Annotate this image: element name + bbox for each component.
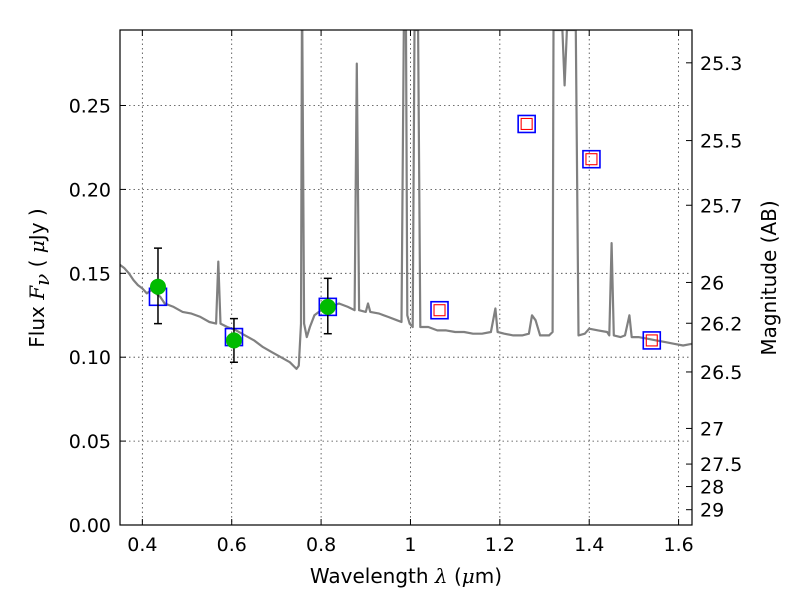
y-axis-open-paren: ( <box>25 260 49 268</box>
x-axis-title: Wavelength λ (μm) <box>310 564 502 588</box>
observed-flux-point <box>225 332 242 349</box>
y-axis-close-paren: ) <box>25 208 49 216</box>
y-axis-word: Flux <box>25 306 49 348</box>
tick-layer: 0.4 0.6 0.8 1 1.2 1.4 1.6 0.00 0.05 0.10 0.15 0.20 0… <box>69 30 742 556</box>
y-tick-label: 0.20 <box>69 179 111 201</box>
model-photometry-box <box>517 114 536 134</box>
upper-limit-box <box>520 117 533 131</box>
y-tick-label: 0.00 <box>69 515 111 537</box>
y2-tick-label: 25.7 <box>700 195 742 217</box>
y2-tick-label: 26.5 <box>700 362 742 384</box>
upper-limit-box <box>433 304 446 317</box>
x-axis-mu: μ <box>462 564 475 588</box>
y-tick-label: 0.25 <box>69 96 111 118</box>
marker-layer <box>148 114 662 363</box>
y-axis-mu: μ <box>25 240 49 253</box>
y-tick-label: 0.10 <box>69 347 111 369</box>
spectrum-line <box>120 30 692 370</box>
x-axis-paren: ( <box>454 564 462 588</box>
y-axis-nu: ν <box>30 274 54 286</box>
observed-flux-point <box>319 298 336 315</box>
upper-limit-box <box>585 153 598 166</box>
series-layer <box>120 30 692 370</box>
x-tick-label: 0.4 <box>127 534 157 556</box>
x-axis-unit: m) <box>475 564 502 588</box>
y2-tick-label: 26 <box>700 272 724 294</box>
y2-tick-label: 27.5 <box>700 454 742 476</box>
upper-limit-box <box>645 334 658 347</box>
x-tick-label: 1.6 <box>663 534 693 556</box>
y2-tick-label: 27 <box>700 418 724 440</box>
x-tick-label: 0.8 <box>306 534 336 556</box>
model-photometry-box <box>642 331 662 350</box>
y2-tick-label: 28 <box>700 477 724 499</box>
x-axis-word: Wavelength <box>310 564 429 588</box>
y2-tick-label: 29 <box>700 500 724 522</box>
grid-lines <box>120 30 692 526</box>
y2-axis-title: Magnitude (AB) <box>757 200 781 355</box>
y-tick-label: 0.15 <box>69 263 111 285</box>
y-axis-title: Flux Fν ( μJy ) <box>25 208 54 347</box>
plot-frame <box>119 29 693 526</box>
x-tick-label: 0.6 <box>217 534 247 556</box>
x-tick-label: 1.4 <box>574 534 604 556</box>
y-axis-unit: Jy <box>25 222 49 242</box>
model-photometry-box <box>430 300 449 320</box>
y2-tick-label: 26.2 <box>700 313 742 335</box>
x-tick-label: 1.2 <box>485 534 515 556</box>
observed-flux-point <box>149 278 166 295</box>
y-tick-label: 0.05 <box>69 431 111 453</box>
x-axis-lambda: λ <box>434 564 448 588</box>
y2-tick-label: 25.3 <box>700 53 742 75</box>
y-axis-f: F <box>25 285 49 301</box>
y2-tick-label: 25.5 <box>700 131 742 153</box>
model-photometry-box <box>582 149 601 169</box>
x-tick-label: 1 <box>404 534 416 556</box>
